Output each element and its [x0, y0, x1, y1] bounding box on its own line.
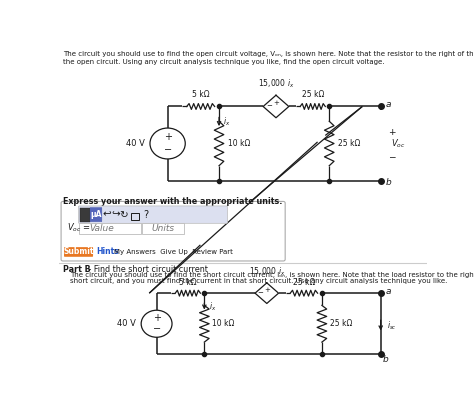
Text: ↩: ↩ [103, 210, 111, 219]
Text: $V_{oc}$: $V_{oc}$ [391, 137, 405, 150]
Text: ?: ? [143, 210, 148, 219]
Text: Units: Units [152, 224, 175, 233]
Text: Hints: Hints [96, 247, 118, 257]
Text: The circuit you should use to find the short circuit current, Iₒₙ, is shown here: The circuit you should use to find the s… [70, 272, 474, 278]
Text: a: a [385, 100, 391, 110]
Text: My Answers  Give Up  Review Part: My Answers Give Up Review Part [114, 249, 233, 255]
Text: The circuit you should use to find the open circuit voltage, Vₒₙ, is shown here.: The circuit you should use to find the o… [63, 51, 474, 57]
Text: ↻: ↻ [119, 210, 128, 219]
Text: 25 kΩ: 25 kΩ [301, 90, 324, 99]
Text: +: + [273, 100, 279, 106]
Text: b: b [383, 354, 389, 364]
Text: 5 kΩ: 5 kΩ [192, 90, 210, 99]
Text: ↪: ↪ [111, 210, 120, 219]
Text: 15,000 $i_x$: 15,000 $i_x$ [258, 78, 294, 90]
Text: Express your answer with the appropriate units.: Express your answer with the appropriate… [63, 196, 283, 206]
Text: Value: Value [89, 224, 114, 233]
Text: −: − [266, 104, 272, 110]
Text: b: b [385, 178, 391, 186]
Text: −: − [153, 324, 161, 334]
Text: 25 kΩ: 25 kΩ [338, 139, 360, 148]
FancyBboxPatch shape [64, 247, 93, 257]
Text: 25 kΩ: 25 kΩ [330, 319, 352, 328]
Text: −: − [388, 152, 395, 161]
Text: 10 kΩ: 10 kΩ [212, 319, 235, 328]
Text: 40 V: 40 V [117, 319, 136, 328]
Text: −: − [257, 290, 263, 296]
Text: Submit: Submit [63, 247, 93, 257]
Text: 5 kΩ: 5 kΩ [179, 278, 197, 287]
Text: +: + [153, 313, 161, 323]
Text: μA: μA [90, 210, 102, 219]
Text: $i_x$: $i_x$ [209, 301, 216, 313]
Text: short circuit, and you must find the current in that short circuit. Use any circ: short circuit, and you must find the cur… [70, 278, 447, 284]
Text: 15,000 $i_x$: 15,000 $i_x$ [248, 265, 285, 278]
Text: +: + [388, 128, 395, 137]
Text: $V_{oc}$ =: $V_{oc}$ = [66, 221, 90, 234]
FancyBboxPatch shape [61, 201, 285, 261]
Text: $i_{sc}$: $i_{sc}$ [387, 319, 397, 331]
Text: $i_x$: $i_x$ [223, 116, 231, 128]
Text: 40 V: 40 V [126, 139, 145, 148]
FancyBboxPatch shape [142, 223, 184, 234]
Text: +: + [164, 132, 172, 142]
Text: Part B: Part B [63, 265, 91, 274]
Text: 25 kΩ: 25 kΩ [293, 278, 315, 287]
Text: −: − [164, 145, 172, 155]
FancyBboxPatch shape [90, 208, 102, 222]
Text: +: + [264, 287, 270, 293]
Text: a: a [385, 287, 391, 296]
Text: the open circuit. Using any circuit analysis technique you like, find the open c: the open circuit. Using any circuit anal… [63, 59, 384, 65]
Text: - Find the short circuit current: - Find the short circuit current [86, 265, 208, 274]
Text: 10 kΩ: 10 kΩ [228, 139, 250, 148]
FancyBboxPatch shape [78, 206, 228, 223]
FancyBboxPatch shape [80, 208, 90, 222]
FancyBboxPatch shape [79, 223, 141, 234]
